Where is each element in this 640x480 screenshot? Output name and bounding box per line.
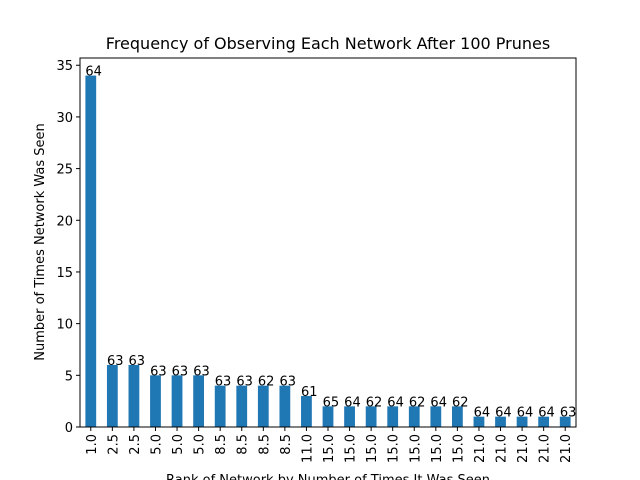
bar-annotation: 64 [387,395,404,410]
bar [85,75,97,428]
bar-annotation: 63 [236,375,253,390]
y-tick-label: 5 [65,369,73,384]
y-tick-label: 35 [56,59,73,74]
bar-annotation: 62 [409,395,426,410]
y-tick-label: 10 [56,318,73,333]
x-tick-label: 5.0 [149,434,164,455]
x-tick-label: 15.0 [451,434,466,463]
x-tick-label: 15.0 [322,434,337,463]
bar [257,385,269,427]
bar [214,385,226,427]
bar-annotation: 65 [323,395,340,410]
y-tick-label: 15 [56,266,73,281]
y-axis-label: Number of Times Network Was Seen [33,123,48,361]
x-tick-label: 15.0 [344,434,359,463]
bar-annotation: 62 [258,375,275,390]
y-tick-label: 25 [56,163,73,178]
x-tick-label: 8.5 [279,434,294,455]
x-tick-label: 21.0 [495,434,510,463]
bar-annotation: 62 [452,395,469,410]
bar-annotation: 63 [193,364,210,379]
bar [128,364,140,427]
bar [193,375,204,427]
bar [301,395,312,427]
x-tick-label: 8.5 [214,434,229,455]
x-tick-label: 2.5 [106,434,121,455]
bar [473,416,485,427]
bar [365,406,377,427]
x-tick-label: 11.0 [300,434,315,463]
chart-title: Frequency of Observing Each Network Afte… [106,34,550,53]
y-tick-label: 20 [56,214,73,229]
bar [279,385,291,427]
bar [387,406,399,427]
bar-annotation: 64 [430,395,447,410]
bar-annotation: 64 [517,406,534,421]
bar [322,406,334,427]
bar-annotation: 62 [366,395,383,410]
x-tick-label: 8.5 [257,434,272,455]
bar-annotation: 61 [301,385,318,400]
bar [559,416,571,427]
bar [408,406,420,427]
bar [516,416,528,427]
bar-annotation: 63 [560,406,577,421]
bar [236,385,248,427]
y-tick-label: 0 [65,421,73,436]
bar-annotation: 64 [538,406,555,421]
x-tick-label: 2.5 [128,434,143,455]
x-tick-label: 5.0 [193,434,208,455]
x-tick-label: 21.0 [559,434,574,463]
bar [106,364,118,427]
bar [452,406,463,427]
x-tick-label: 15.0 [365,434,380,463]
bar-annotation: 64 [344,395,361,410]
bar-annotation: 64 [474,406,491,421]
x-tick-label: 1.0 [85,434,100,455]
plot-frame [79,57,577,428]
bar [171,375,183,427]
bar-annotation: 63 [129,354,146,369]
bar [430,406,442,427]
x-tick-label: 21.0 [516,434,531,463]
x-tick-label: 15.0 [430,434,445,463]
bar [150,375,161,427]
x-tick-label: 15.0 [387,434,402,463]
bar [495,416,506,427]
bar-annotation: 63 [279,375,296,390]
bar-annotation: 64 [85,65,102,80]
x-tick-label: 5.0 [171,434,186,455]
bar [538,416,550,427]
x-tick-label: 15.0 [408,434,423,463]
x-tick-label: 21.0 [538,434,553,463]
bar-annotation: 63 [107,354,124,369]
bar-annotation: 63 [215,375,232,390]
bar-annotation: 63 [172,364,189,379]
x-tick-label: 21.0 [473,434,488,463]
x-axis-label: Rank of Network by Number of Times It Wa… [166,473,490,480]
bar [344,406,355,427]
y-tick-label: 30 [56,111,73,126]
bar-annotation: 64 [495,406,512,421]
bar-annotation: 63 [150,364,167,379]
x-tick-label: 8.5 [236,434,251,455]
